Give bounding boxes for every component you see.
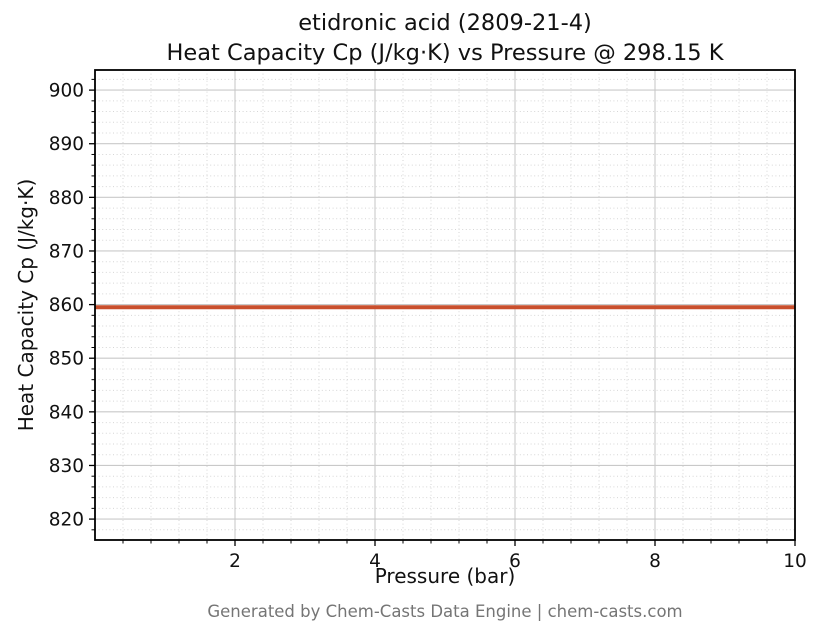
y-tick-label: 830 (49, 456, 84, 477)
y-tick-label: 890 (49, 134, 84, 155)
y-tick-label: 820 (49, 510, 84, 531)
footer-credit: Generated by Chem-Casts Data Engine | ch… (207, 602, 683, 621)
y-tick-label: 870 (49, 241, 84, 262)
chart-title-line1: etidronic acid (2809-21-4) (298, 10, 592, 36)
plot-border (94, 69, 796, 541)
chart-title: etidronic acid (2809-21-4) Heat Capacity… (70, 8, 820, 68)
y-tick-label: 860 (49, 295, 84, 316)
y-tick-label: 850 (49, 349, 84, 370)
chart-title-line2: Heat Capacity Cp (J/kg·K) vs Pressure @ … (166, 40, 724, 66)
y-tick-label: 840 (49, 402, 84, 423)
y-tick-label: 900 (49, 81, 84, 102)
x-tick-label: 2 (229, 551, 241, 572)
x-tick-label: 10 (783, 551, 807, 572)
x-tick-label: 8 (649, 551, 661, 572)
x-tick-label: 4 (369, 551, 381, 572)
y-tick-label: 880 (49, 188, 84, 209)
y-axis-label: Heat Capacity Cp (J/kg·K) (14, 178, 38, 432)
x-axis-label: Pressure (bar) (374, 564, 516, 588)
x-tick-label: 6 (509, 551, 521, 572)
